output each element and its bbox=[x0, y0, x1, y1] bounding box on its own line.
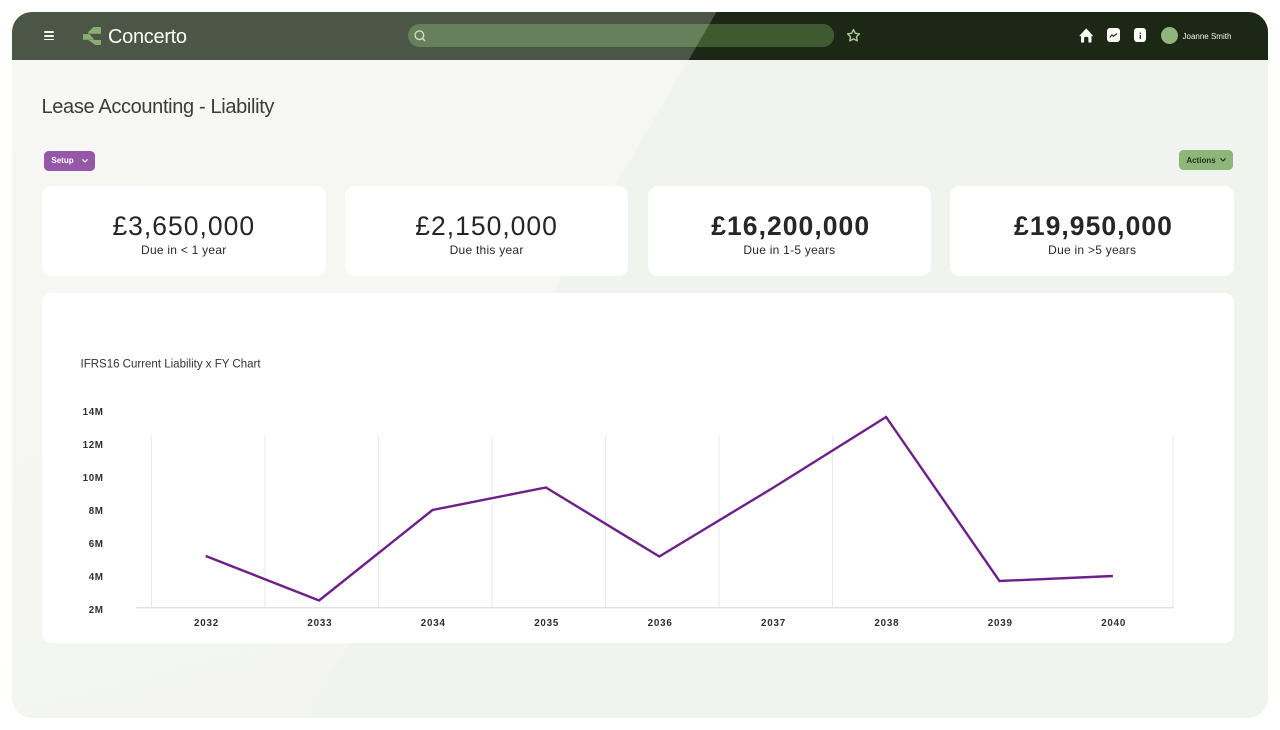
svg-text:2037: 2037 bbox=[761, 618, 786, 629]
svg-text:2039: 2039 bbox=[988, 618, 1013, 629]
svg-text:2034: 2034 bbox=[421, 618, 446, 629]
svg-text:2036: 2036 bbox=[648, 618, 673, 629]
svg-text:14M: 14M bbox=[83, 407, 104, 418]
svg-text:2033: 2033 bbox=[307, 618, 332, 629]
svg-text:6M: 6M bbox=[89, 539, 104, 550]
svg-text:2032: 2032 bbox=[194, 618, 219, 629]
svg-text:4M: 4M bbox=[89, 572, 104, 583]
svg-text:8M: 8M bbox=[89, 506, 104, 517]
svg-text:IFRS16 Current Liability x FY: IFRS16 Current Liability x FY Chart bbox=[81, 358, 262, 370]
svg-text:2038: 2038 bbox=[874, 618, 899, 629]
svg-text:12M: 12M bbox=[83, 440, 104, 451]
svg-text:2035: 2035 bbox=[534, 618, 559, 629]
svg-text:2040: 2040 bbox=[1101, 618, 1126, 629]
svg-text:10M: 10M bbox=[83, 473, 104, 484]
svg-text:2M: 2M bbox=[89, 605, 104, 616]
